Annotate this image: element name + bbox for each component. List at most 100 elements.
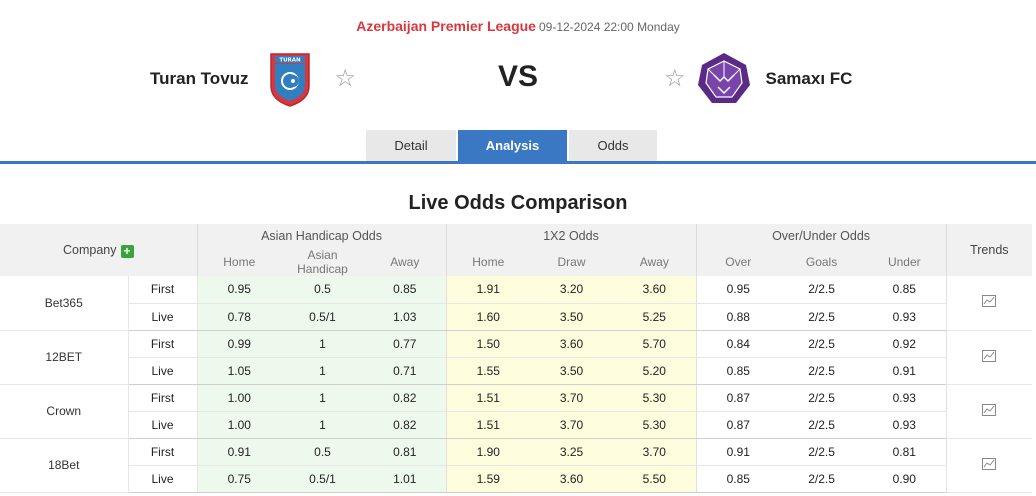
- trend-chart-icon[interactable]: [982, 295, 997, 308]
- x12-home-odds: 1.60: [446, 303, 531, 331]
- trends-header: Trends: [946, 224, 1033, 276]
- x12-home-odds: 1.91: [446, 276, 531, 304]
- odds-type: Live: [128, 357, 198, 385]
- x12-draw-odds: 3.60: [530, 465, 614, 493]
- x12-draw-odds: 3.60: [530, 330, 614, 358]
- ah-home-odds: 1.00: [197, 384, 281, 412]
- plus-icon[interactable]: +: [120, 244, 134, 258]
- odds-type: Live: [128, 303, 198, 331]
- ah-handicap: 0.5: [281, 438, 364, 466]
- odds-type: First: [128, 276, 198, 304]
- ah-handicap: 0.5/1: [281, 303, 364, 331]
- ou-over-odds: 0.85: [696, 465, 781, 493]
- x12-draw-odds: 3.20: [530, 276, 614, 304]
- company-name[interactable]: 18Bet: [0, 438, 129, 493]
- x12-home-odds: 1.90: [446, 438, 531, 466]
- x12-away-odds: 3.70: [613, 438, 697, 466]
- ah-away-odds: 0.81: [364, 438, 447, 466]
- x12-home-odds: 1.50: [446, 330, 531, 358]
- ah-away-odds: 0.71: [364, 357, 447, 385]
- tab-detail[interactable]: Detail: [366, 130, 456, 161]
- vs-label: VS: [497, 60, 539, 93]
- ou-over-odds: 0.87: [696, 384, 781, 412]
- away-favorite-star-icon[interactable]: ☆: [664, 65, 686, 92]
- ou-goals-subheader: Goals: [780, 248, 864, 276]
- home-team[interactable]: Turan Tovuz TURAN ☆: [150, 50, 356, 108]
- company-name[interactable]: Crown: [0, 384, 129, 439]
- match-tabs: Detail Analysis Odds: [366, 130, 659, 161]
- ou-goals: 2/2.5: [780, 438, 864, 466]
- ou-under-odds: 0.93: [863, 411, 947, 439]
- ah-away-odds: 1.01: [364, 465, 447, 493]
- trend-cell: [945, 330, 1033, 385]
- table-row: Crown First 1.00 1 0.82 1.51 3.70 5.30 0…: [0, 384, 1033, 439]
- ah-handicap: 0.5/1: [281, 465, 364, 493]
- ah-away-odds: 0.85: [364, 276, 447, 304]
- ah-handicap: 1: [281, 330, 364, 358]
- ou-under-odds: 0.91: [863, 357, 947, 385]
- league-name[interactable]: Azerbaijan Premier League: [356, 18, 536, 34]
- ou-over-odds: 0.84: [696, 330, 781, 358]
- section-title: Live Odds Comparison: [408, 192, 628, 214]
- trend-chart-icon[interactable]: [982, 457, 997, 470]
- tab-odds[interactable]: Odds: [569, 130, 657, 161]
- ou-over-odds: 0.85: [696, 357, 781, 385]
- x12-home-subheader: Home: [446, 248, 531, 276]
- x12-draw-odds: 3.70: [530, 411, 614, 439]
- home-team-name[interactable]: Turan Tovuz: [150, 69, 249, 88]
- away-team-name[interactable]: Samaxı FC: [765, 69, 853, 88]
- ou-over-odds: 0.95: [696, 276, 781, 304]
- ou-under-odds: 0.81: [863, 438, 947, 466]
- ou-goals: 2/2.5: [780, 357, 864, 385]
- ou-goals: 2/2.5: [780, 411, 864, 439]
- ou-under-odds: 0.93: [863, 384, 947, 412]
- ou-goals: 2/2.5: [780, 384, 864, 412]
- table-row: Live 0.75 0.5/1 1.01 1.59 3.60 5.50 0.85…: [0, 465, 1032, 493]
- odds-type: First: [128, 384, 198, 412]
- x12-home-odds: 1.55: [446, 357, 531, 385]
- league-line: Azerbaijan Premier League 09-12-2024 22:0…: [0, 18, 1036, 34]
- x12-away-odds: 5.25: [613, 303, 697, 331]
- ah-home-odds: 1.00: [197, 411, 281, 439]
- ou-goals: 2/2.5: [780, 330, 864, 358]
- home-favorite-star-icon[interactable]: ☆: [334, 65, 357, 92]
- ah-away-odds: 0.82: [364, 384, 447, 412]
- ah-away-subheader: Away: [364, 248, 447, 276]
- ah-handicap: 0.5: [281, 276, 364, 304]
- ou-over-odds: 0.88: [696, 303, 781, 331]
- ou-over-odds: 0.87: [696, 411, 781, 439]
- x12-header: 1X2 Odds: [446, 224, 697, 248]
- tab-analysis[interactable]: Analysis: [458, 130, 567, 161]
- away-team[interactable]: ☆ Samaxı FC: [664, 50, 852, 108]
- x12-away-odds: 5.70: [613, 330, 697, 358]
- table-row: Bet365 First 0.95 0.5 0.85 1.91 3.20 3.6…: [0, 276, 1033, 331]
- ah-handicap-subheader: Asian Handicap: [281, 248, 364, 276]
- ah-away-odds: 0.82: [364, 411, 447, 439]
- odds-comparison-table: Company + Asian Handicap Odds 1X2 Odds Ov…: [0, 224, 1033, 493]
- ah-home-odds: 0.91: [197, 438, 281, 466]
- x12-away-odds: 3.60: [613, 276, 697, 304]
- ah-home-odds: 0.95: [197, 276, 281, 304]
- odds-type: Live: [128, 411, 198, 439]
- table-row: Live 1.00 1 0.82 1.51 3.70 5.30 0.87 2/2…: [0, 411, 1032, 439]
- ah-handicap: 1: [281, 384, 364, 412]
- x12-home-odds: 1.51: [446, 411, 531, 439]
- x12-draw-odds: 3.50: [530, 303, 614, 331]
- odds-type: First: [128, 438, 198, 466]
- home-logo-text: TURAN: [279, 58, 301, 64]
- away-team-logo: [697, 53, 750, 103]
- trend-chart-icon[interactable]: [982, 403, 997, 416]
- company-header-label: Company: [63, 242, 117, 257]
- company-name[interactable]: 12BET: [0, 330, 129, 385]
- tabs-divider: [0, 161, 1036, 164]
- trend-cell: [945, 384, 1033, 439]
- table-row: 12BET First 0.99 1 0.77 1.50 3.60 5.70 0…: [0, 330, 1033, 385]
- x12-away-odds: 5.20: [613, 357, 697, 385]
- asian-handicap-header: Asian Handicap Odds: [197, 224, 447, 248]
- ah-home-odds: 0.78: [197, 303, 281, 331]
- trend-chart-icon[interactable]: [982, 349, 997, 362]
- odds-type: Live: [128, 465, 198, 493]
- x12-draw-subheader: Draw: [530, 248, 614, 276]
- x12-away-odds: 5.50: [613, 465, 697, 493]
- company-name[interactable]: Bet365: [0, 276, 129, 331]
